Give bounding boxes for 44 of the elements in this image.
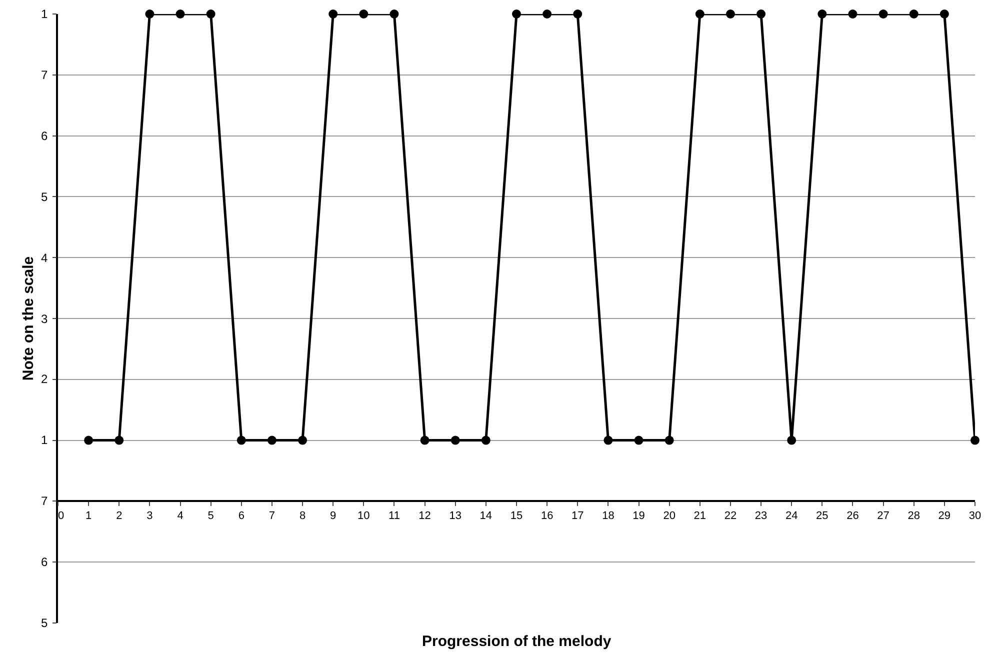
- x-tick-label: 14: [480, 510, 492, 522]
- text: 3: [41, 312, 48, 326]
- text: 7: [41, 68, 48, 82]
- text: Progression of the melody: [422, 633, 612, 650]
- x-tick-label: 17: [572, 510, 584, 522]
- x-tick-label: 9: [330, 510, 336, 522]
- x-tick-label: 3: [146, 510, 153, 522]
- x-tick-label: 26: [846, 510, 859, 522]
- x-tick-label: 13: [449, 510, 462, 522]
- text: 5: [41, 616, 48, 630]
- text: 1: [41, 7, 48, 21]
- x-tick-label: 8: [299, 510, 306, 522]
- x-tick-label: 10: [358, 510, 370, 522]
- x-tick-label: 24: [785, 510, 798, 522]
- x-tick-label: 6: [238, 510, 244, 522]
- x-tick-label: 27: [877, 510, 890, 522]
- x-tick-label: 22: [724, 510, 737, 522]
- x-tick-label: 29: [938, 510, 951, 522]
- x-tick-label: 18: [602, 510, 614, 522]
- text: 6: [41, 555, 48, 569]
- x-tick-label: 5: [208, 510, 214, 522]
- x-tick-label: 16: [540, 510, 554, 522]
- y-axis-title: Note on the scale: [20, 256, 37, 381]
- x-tick-label: 28: [908, 510, 920, 522]
- x-tick-label: 23: [754, 510, 768, 522]
- x-tick-label: 1: [86, 510, 92, 522]
- x-tick-label: 11: [388, 510, 400, 522]
- x-tick-label: 25: [816, 510, 828, 522]
- text: 1: [41, 433, 48, 447]
- text: 6: [41, 129, 48, 143]
- text: 4: [41, 251, 48, 265]
- x-tick-label: 12: [418, 510, 431, 522]
- x-tick-label: 0: [52, 510, 64, 522]
- text: 2: [41, 372, 48, 386]
- x-tick-label: 15: [510, 510, 523, 522]
- x-tick-label: 7: [268, 510, 276, 522]
- x-tick-label: 2: [116, 510, 122, 522]
- x-tick-label: 4: [177, 510, 184, 522]
- x-tick-label: 30: [968, 510, 982, 522]
- x-tick-label: 19: [632, 510, 645, 522]
- x-tick-label: 20: [663, 510, 676, 522]
- x-tick-label: 21: [694, 510, 706, 522]
- text: 7: [41, 494, 48, 508]
- text: 5: [41, 190, 48, 204]
